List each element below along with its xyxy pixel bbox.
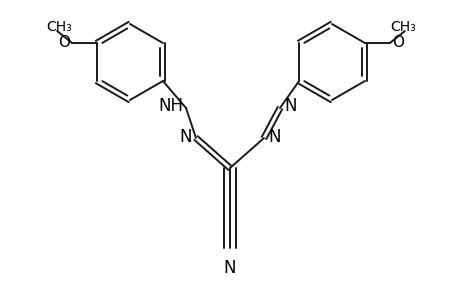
Text: N: N <box>268 128 280 146</box>
Text: NH: NH <box>157 97 183 115</box>
Text: O: O <box>58 34 70 50</box>
Text: O: O <box>391 34 403 50</box>
Text: N: N <box>283 97 296 115</box>
Text: CH₃: CH₃ <box>46 20 72 34</box>
Text: CH₃: CH₃ <box>389 20 415 34</box>
Text: N: N <box>223 259 236 277</box>
Text: N: N <box>179 128 191 146</box>
